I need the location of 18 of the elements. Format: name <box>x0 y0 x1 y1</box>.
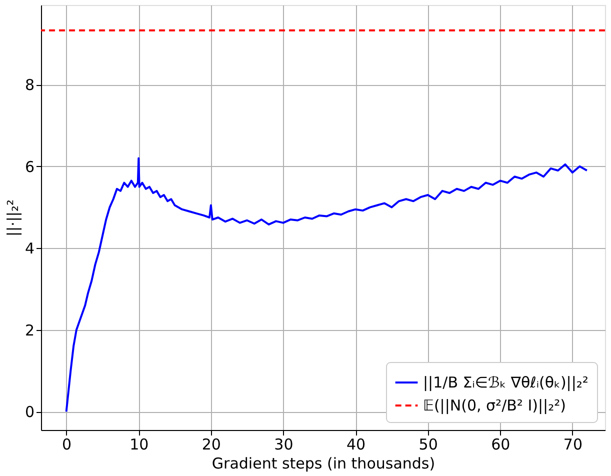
x-tick-label: 0 <box>62 436 72 454</box>
y-tick-label: 0 <box>24 403 34 422</box>
x-tick-label: 40 <box>346 436 366 454</box>
x-tick-label: 30 <box>274 436 294 454</box>
y-tick-label: 4 <box>24 240 34 258</box>
y-tick-label: 8 <box>24 76 34 94</box>
x-tick-label: 70 <box>563 436 583 454</box>
line-series <box>65 157 588 413</box>
x-tick-label: 50 <box>418 436 438 454</box>
x-tick-label: 10 <box>130 436 149 454</box>
y-tick-label: 2 <box>24 321 34 340</box>
y-tick-label: 6 <box>24 158 34 176</box>
y-axis-title: ||·||₂² <box>4 199 22 237</box>
legend-label: 𝔼(||N(0, σ²/B² I)||₂²) <box>423 396 566 414</box>
x-tick-label: 60 <box>491 436 510 454</box>
legend-label: ||1/B Σᵢ∈ℬₖ ∇θℓᵢ(θₖ)||₂² <box>423 374 588 392</box>
x-tick-label: 20 <box>202 436 221 454</box>
x-axis-title: Gradient steps (in thousands) <box>212 454 436 472</box>
